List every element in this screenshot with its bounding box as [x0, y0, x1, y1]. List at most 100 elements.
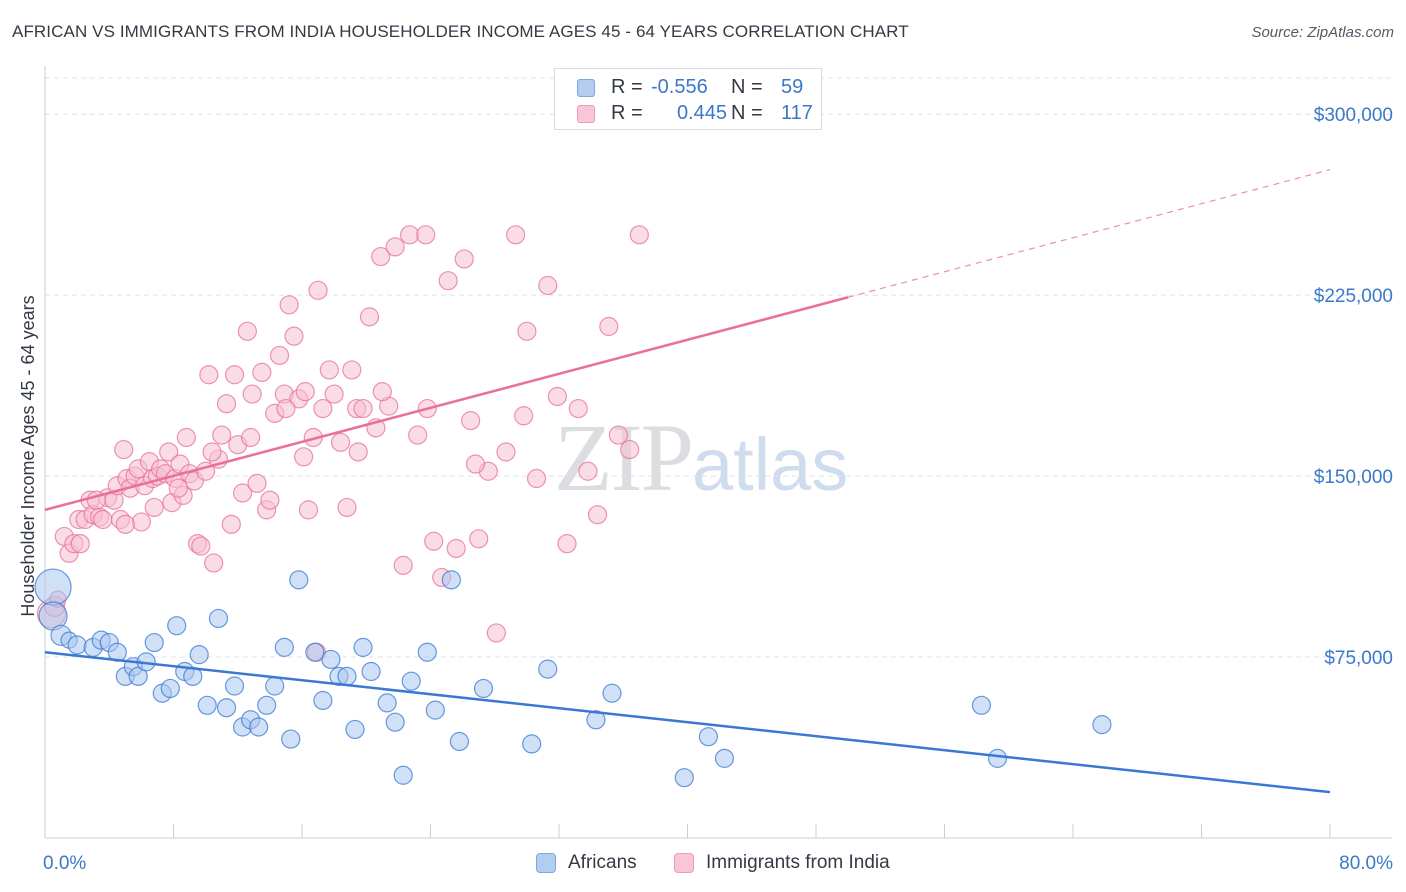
- point-india: [608, 425, 629, 445]
- point-africans: [144, 632, 164, 653]
- point-africans: [305, 642, 325, 662]
- legend-label-india: Immigrants from India: [706, 852, 890, 873]
- point-india: [247, 473, 267, 493]
- point-india: [319, 360, 339, 380]
- r-label: R =: [611, 102, 643, 124]
- point-india: [114, 439, 134, 460]
- chart-title: AFRICAN VS IMMIGRANTS FROM INDIA HOUSEHO…: [12, 22, 909, 41]
- point-india: [279, 295, 299, 315]
- legend-swatch-blue: [536, 853, 556, 873]
- r-value: -0.556: [651, 76, 708, 98]
- y-tick-label: $150,000: [1314, 467, 1393, 488]
- point-africans: [216, 698, 237, 718]
- point-africans: [208, 608, 229, 629]
- n-label: N =: [731, 102, 763, 124]
- point-india: [446, 538, 466, 559]
- point-india: [424, 531, 444, 551]
- point-india: [324, 384, 344, 404]
- point-india: [587, 505, 608, 525]
- point-africans: [224, 676, 245, 696]
- point-africans: [353, 637, 373, 657]
- point-india: [353, 398, 373, 419]
- point-india: [276, 398, 296, 419]
- point-africans: [189, 645, 209, 665]
- point-africans: [674, 768, 694, 788]
- y-tick-label: $225,000: [1314, 286, 1393, 307]
- point-india: [144, 497, 164, 518]
- point-india: [371, 246, 391, 267]
- point-africans: [160, 678, 180, 699]
- point-india: [232, 483, 253, 503]
- legend-swatch-pink: [577, 105, 595, 123]
- n-value: 117: [781, 102, 813, 124]
- point-india: [242, 384, 262, 404]
- point-india: [599, 316, 619, 337]
- n-label: N =: [731, 76, 763, 98]
- point-africans: [425, 700, 445, 720]
- legend-swatch-blue: [577, 79, 595, 97]
- point-india: [269, 345, 290, 366]
- trend-line-africans: [44, 650, 1331, 794]
- point-africans: [197, 695, 217, 715]
- point-india: [191, 536, 211, 556]
- point-india: [372, 382, 392, 402]
- legend-swatch-pink: [674, 853, 694, 873]
- point-africans: [321, 649, 341, 670]
- point-africans: [345, 719, 365, 740]
- r-value: 0.445: [677, 102, 728, 124]
- point-india: [438, 271, 458, 291]
- point-africans: [67, 635, 87, 655]
- point-india: [359, 307, 380, 327]
- point-india: [465, 454, 486, 474]
- point-india: [547, 386, 567, 407]
- point-africans: [274, 637, 294, 657]
- point-india: [241, 427, 261, 448]
- point-india: [168, 478, 188, 498]
- y-axis-title: Householder Income Ages 45 - 64 years: [18, 295, 38, 616]
- point-africans: [586, 710, 606, 730]
- point-india: [337, 497, 357, 518]
- point-india: [330, 432, 351, 452]
- point-india: [70, 534, 90, 554]
- point-india: [416, 225, 436, 245]
- n-value: 59: [781, 76, 804, 98]
- point-india: [486, 623, 506, 643]
- point-africans: [128, 666, 148, 686]
- point-india: [176, 427, 196, 448]
- y-tick-label: $300,000: [1314, 105, 1393, 126]
- point-africans: [34, 568, 72, 606]
- point-africans: [522, 734, 542, 754]
- point-africans: [377, 693, 397, 713]
- grid-lines: [45, 77, 1392, 658]
- point-india: [313, 398, 333, 419]
- point-india: [294, 447, 314, 467]
- point-india: [212, 425, 232, 445]
- point-india: [308, 280, 328, 300]
- point-india: [298, 500, 319, 520]
- point-africans: [1092, 715, 1112, 735]
- point-india: [393, 555, 413, 575]
- x-tick-label: 0.0%: [43, 853, 86, 874]
- point-africans: [449, 731, 470, 752]
- y-tick-label: $75,000: [1324, 648, 1393, 669]
- point-africans: [714, 748, 735, 768]
- point-india: [385, 237, 405, 257]
- point-india: [221, 514, 241, 534]
- point-africans: [257, 695, 277, 715]
- point-india: [506, 225, 526, 245]
- watermark: ZIPatlas: [554, 402, 848, 513]
- point-africans: [249, 717, 269, 737]
- trend-line-india-extension: [847, 169, 1331, 298]
- point-africans: [393, 765, 413, 785]
- point-africans: [313, 690, 333, 711]
- point-india: [348, 442, 368, 462]
- point-africans: [971, 695, 992, 715]
- point-africans: [698, 727, 718, 747]
- point-africans: [473, 678, 494, 699]
- point-africans: [401, 671, 421, 691]
- point-india: [517, 321, 537, 341]
- point-india: [461, 411, 481, 431]
- point-africans: [441, 570, 461, 590]
- point-india: [216, 394, 237, 414]
